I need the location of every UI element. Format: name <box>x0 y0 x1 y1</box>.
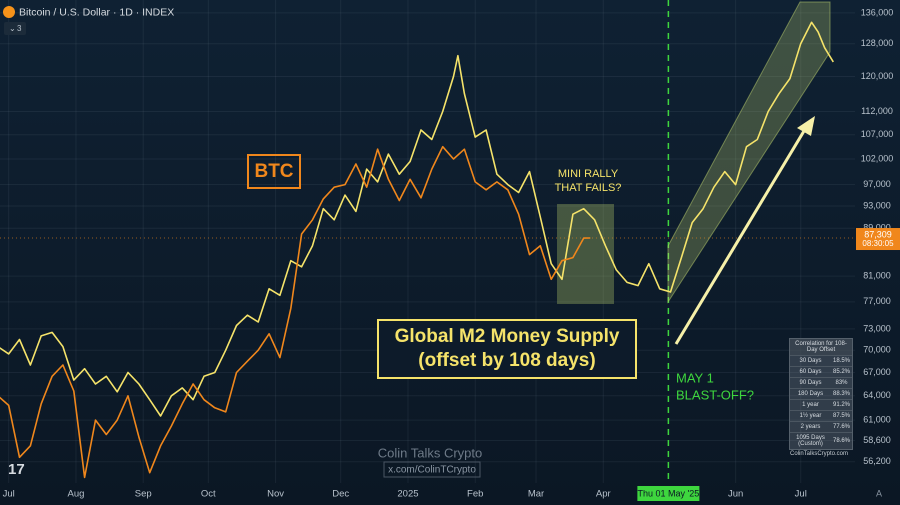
y-tick-label: 58,600 <box>863 435 891 445</box>
series-line <box>0 145 591 479</box>
correlation-row: 1 year 91.2% <box>790 399 852 411</box>
marker-label-bg <box>637 486 700 501</box>
symbol-title: Bitcoin / U.S. Dollar · 1D · INDEX <box>19 6 174 18</box>
y-tick-label: 128,000 <box>861 38 894 48</box>
correlation-title: Correlation for 108-Day Offset <box>790 339 852 355</box>
blast-note: BLAST-OFF? <box>676 387 754 402</box>
correlation-period: 2 years <box>790 421 831 433</box>
correlation-value: 91.2% <box>830 399 852 411</box>
correlation-row: 30 Days 18.5% <box>790 355 852 367</box>
price-tag-timer: 08:30:05 <box>862 239 894 248</box>
correlation-period: 1 year <box>790 399 831 411</box>
correlation-row: 2 years 77.6% <box>790 421 852 433</box>
y-tick-label: 81,000 <box>863 270 891 280</box>
correlation-row: 1095 Days (Custom) 78.6% <box>790 432 852 449</box>
btc-icon <box>3 6 15 18</box>
x-tick-label: Dec <box>332 489 349 500</box>
correlation-period: 60 Days <box>790 366 831 378</box>
indicator-count[interactable]: 3 <box>17 24 22 33</box>
x-tick-label: Mar <box>528 489 544 500</box>
y-tick-label: 61,000 <box>863 415 891 425</box>
x-tick-label: Nov <box>267 489 284 500</box>
arrow <box>674 125 809 345</box>
correlation-period: 180 Days <box>790 388 831 400</box>
y-tick-label: 107,000 <box>861 129 894 139</box>
price-tag-label: 87,309 <box>864 229 892 239</box>
correlation-value: 77.6% <box>830 421 852 433</box>
btc-box <box>247 154 301 189</box>
x-tick-label: Jul <box>795 489 807 500</box>
x-tick-label: Apr <box>596 489 611 500</box>
m2-box <box>377 319 637 379</box>
y-tick-label: 97,000 <box>863 179 891 189</box>
correlation-value: 83% <box>830 377 852 389</box>
x-tick-label: Jul <box>3 489 15 500</box>
chevron: ⌄ <box>9 24 16 33</box>
correlation-period: 90 Days <box>790 377 831 389</box>
handle-box <box>383 461 481 478</box>
correlation-period: 1095 Days (Custom) <box>790 432 831 449</box>
rally-note: MINI RALLY <box>558 168 619 180</box>
tv-logo: 17 <box>8 461 25 478</box>
arrow-head <box>797 116 815 136</box>
rally-note: THAT FAILS? <box>555 182 622 194</box>
correlation-value: 78.6% <box>830 432 852 449</box>
correlation-table: Correlation for 108-Day Offset 30 Days 18… <box>789 338 853 450</box>
indicator-toggle[interactable] <box>4 22 26 35</box>
y-tick-label: 67,000 <box>863 367 891 377</box>
blast-note: MAY 1 <box>676 370 714 385</box>
y-tick-label: 89,000 <box>863 223 891 233</box>
handle: x.com/ColinTCrypto <box>388 465 476 476</box>
correlation-row: 180 Days 88.3% <box>790 388 852 400</box>
series-line <box>0 21 834 417</box>
x-tick-label: Feb <box>467 489 483 500</box>
correlation-value: 18.5% <box>830 355 852 367</box>
correlation-row: 90 Days 83% <box>790 377 852 389</box>
correlation-value: 88.3% <box>830 388 852 400</box>
marker-label: Thu 01 May '25 <box>637 488 699 498</box>
x-tick-label: 2025 <box>397 489 418 500</box>
y-tick-label: 56,200 <box>863 456 891 466</box>
watermark: Colin Talks Crypto <box>378 445 483 460</box>
btc-label: BTC <box>254 161 293 182</box>
correlation-value: 87.5% <box>830 410 852 422</box>
y-tick-label: 73,000 <box>863 323 891 333</box>
y-tick-label: 77,000 <box>863 296 891 306</box>
correlation-row: 1½ year 87.5% <box>790 410 852 422</box>
y-tick-label: 102,000 <box>861 153 894 163</box>
y-tick-label: 136,000 <box>861 7 894 17</box>
correlation-period: 30 Days <box>790 355 831 367</box>
y-tick-label: 120,000 <box>861 71 894 81</box>
site: ColinTalksCrypto.com <box>789 451 849 457</box>
x-tick-label: Oct <box>201 489 216 500</box>
m2-label: Global M2 Money Supply <box>395 326 620 347</box>
y-tick-label: 112,000 <box>861 106 893 116</box>
y-tick-label: 70,000 <box>863 345 891 355</box>
correlation-period: 1½ year <box>790 410 831 422</box>
auto-scale[interactable]: A <box>876 488 882 498</box>
y-tick-label: 93,000 <box>863 200 891 210</box>
uptrend-channel <box>667 1 831 304</box>
x-tick-label: Aug <box>67 489 84 500</box>
x-tick-label: Sep <box>135 489 152 500</box>
correlation-value: 85.2% <box>830 366 852 378</box>
y-tick-label: 64,000 <box>863 390 891 400</box>
m2-label: (offset by 108 days) <box>418 350 595 371</box>
x-tick-label: Jun <box>728 489 743 500</box>
price-tag <box>856 228 900 251</box>
correlation-row: 60 Days 85.2% <box>790 366 852 378</box>
correlation-rows: 30 Days 18.5% 60 Days 85.2% 90 Days 83% 180 Da… <box>790 355 852 449</box>
